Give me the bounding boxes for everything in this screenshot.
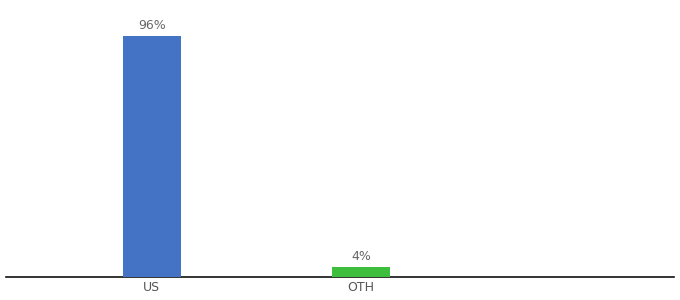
Text: 96%: 96% bbox=[138, 19, 166, 32]
Text: 4%: 4% bbox=[351, 250, 371, 263]
Bar bbox=[332, 266, 390, 277]
Bar bbox=[122, 36, 181, 277]
